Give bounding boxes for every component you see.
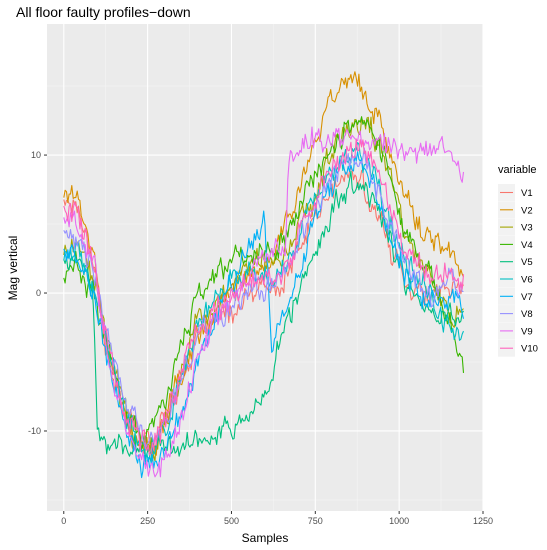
y-tick-label: 0 [36,288,41,298]
series-line-v9 [63,126,465,478]
series-line-v8 [63,147,464,450]
x-tick-label: 1000 [389,516,409,526]
chart-title: All floor faulty profiles−down [16,4,191,20]
y-axis-title: Mag vertical [6,236,20,301]
legend-label: V8 [521,309,533,320]
legend-label: V7 [521,292,533,303]
x-tick-label: 750 [308,516,323,526]
legend-label: V4 [521,240,533,251]
legend-label: V2 [521,205,533,216]
legend-label: V10 [521,344,538,355]
legend-title: variable [498,164,537,176]
y-axis: -10 0 10 [28,150,47,436]
legend-label: V5 [521,257,533,268]
legend-label: V1 [521,188,533,199]
x-tick-label: 250 [140,516,155,526]
x-axis: 0 250 500 750 1000 1250 [61,511,493,526]
x-tick-label: 0 [61,516,66,526]
x-tick-label: 500 [224,516,239,526]
legend-label: V3 [521,223,533,234]
y-tick-label: -10 [28,426,41,436]
legend: variable V1 V2 V3 V4 V5 V6 V7 V8 V9 V10 [498,164,538,357]
legend-label: V9 [521,326,533,337]
series-line-v10 [63,138,465,456]
series-group [63,71,465,479]
legend-label: V6 [521,275,533,286]
x-axis-title: Samples [242,531,289,545]
y-tick-label: 10 [31,150,41,160]
series-line-v7 [63,151,465,479]
x-tick-label: 1250 [473,516,493,526]
